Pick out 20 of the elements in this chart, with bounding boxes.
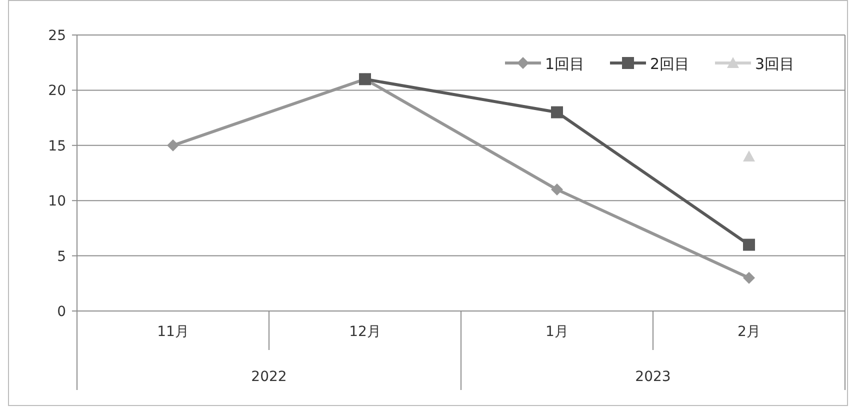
point [551, 184, 563, 196]
text: 2023 [635, 369, 671, 385]
legend-label: 3回目 [755, 55, 795, 73]
point [551, 106, 563, 118]
y-tick-label: 5 [57, 248, 66, 265]
x-tick-label: 12月 [349, 324, 381, 340]
legend-label: 1回目 [545, 55, 585, 73]
y-tick-label: 10 [48, 194, 66, 210]
y-tick-label: 15 [48, 138, 66, 154]
point [167, 139, 179, 152]
legend-label: 2回目 [650, 55, 690, 73]
text: 2022 [251, 369, 287, 385]
x-tick-label: 11月 [157, 324, 189, 340]
point [743, 238, 755, 251]
y-tick-label: 20 [48, 83, 66, 100]
x-tick-label: 1月 [546, 324, 568, 340]
x-tick-label: 2月 [738, 324, 760, 340]
y-tick-label: 0 [57, 304, 66, 320]
point [743, 272, 755, 284]
y-tick-label: 25 [48, 28, 66, 44]
